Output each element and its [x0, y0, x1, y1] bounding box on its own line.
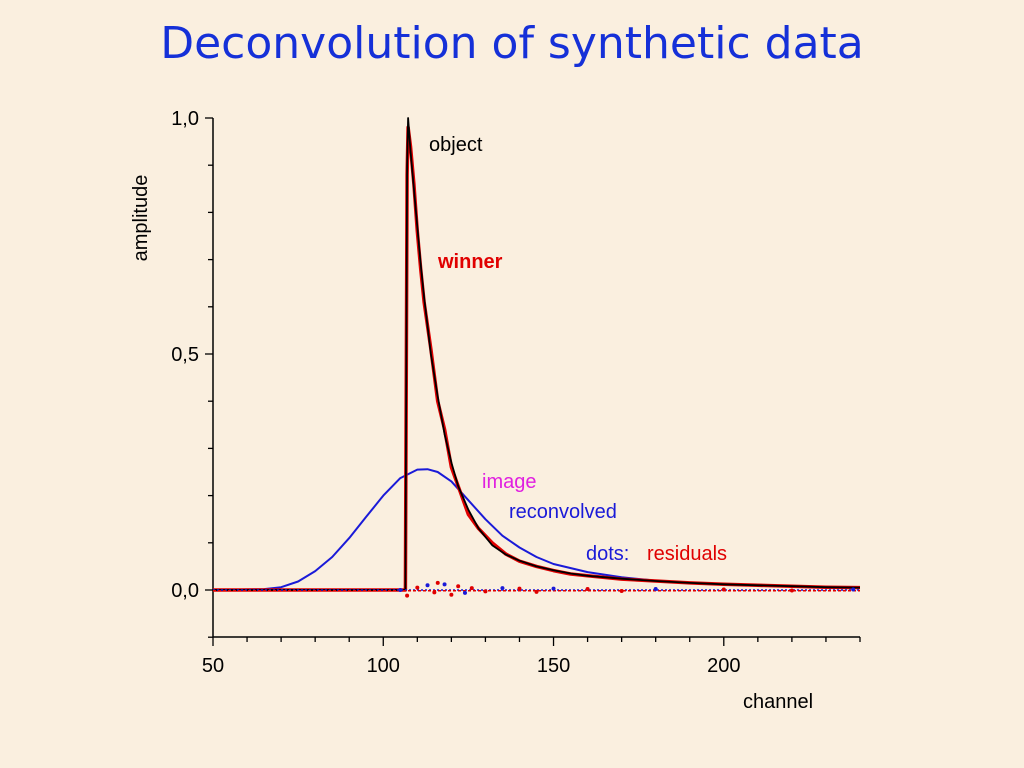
y-axis-label: amplitude [130, 175, 152, 262]
residual-dot [653, 587, 658, 592]
x-tick-label: 150 [537, 655, 570, 677]
chart-series [212, 117, 861, 592]
series-line-reconvolved [212, 468, 861, 591]
x-tick-label: 50 [202, 655, 224, 677]
x-axis-label: channel [743, 691, 813, 713]
residual-dot [721, 587, 726, 592]
x-tick-label: 100 [367, 655, 400, 677]
residual-dot [432, 590, 437, 595]
residual-dot [442, 582, 447, 587]
annotation-object: object [429, 134, 483, 156]
annotation-dots: dots: [586, 543, 629, 565]
y-tick-label: 1,0 [171, 108, 199, 130]
residual-dot [405, 593, 410, 598]
residual-dot [415, 585, 420, 590]
residual-dot [462, 590, 467, 595]
annotation-reconvolved: reconvolved [509, 501, 617, 523]
residual-dot [517, 586, 522, 591]
residual-dot [585, 587, 590, 592]
residual-dot [425, 583, 430, 588]
y-tick-label: 0,5 [171, 344, 199, 366]
residual-dot [534, 589, 539, 594]
annotation-residuals: residuals [647, 543, 727, 565]
residual-dot [398, 588, 403, 592]
y-tick-label: 0,0 [171, 580, 199, 602]
residual-dot [551, 586, 556, 591]
annotation-winner: winner [437, 251, 503, 273]
series-line-object [213, 117, 861, 591]
annotation-image: image [482, 471, 536, 493]
residual-dot [469, 586, 474, 591]
residual-dot [449, 592, 454, 597]
residual-dot [619, 588, 624, 593]
residual-dot [500, 586, 505, 591]
residual-dot [789, 588, 794, 593]
chart-axes: 0,0 0,5 1,0 50 100 150 200 [171, 108, 861, 677]
residual-dot [456, 584, 461, 589]
residual-dot [851, 587, 856, 592]
x-tick-label: 200 [707, 655, 740, 677]
residual-dot [483, 589, 488, 594]
page-title: Deconvolution of synthetic data [160, 18, 864, 69]
residual-dot [435, 580, 440, 585]
chart-residuals [213, 580, 860, 598]
